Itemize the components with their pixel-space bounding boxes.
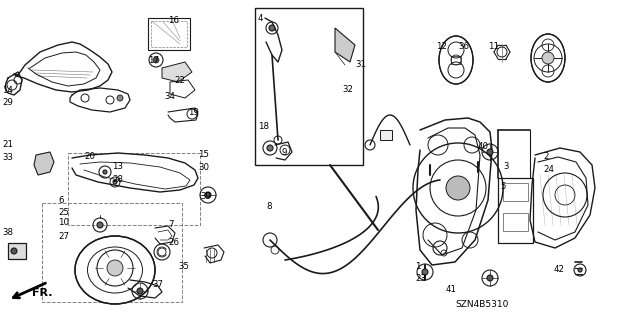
Circle shape — [542, 52, 554, 64]
Bar — [151, 21, 187, 47]
Bar — [42, 203, 182, 302]
Text: 26: 26 — [168, 238, 179, 247]
Circle shape — [269, 25, 275, 31]
Text: 38: 38 — [2, 228, 13, 237]
Text: 31: 31 — [355, 60, 366, 69]
Text: 36: 36 — [458, 42, 469, 51]
Text: 41: 41 — [446, 285, 457, 294]
Text: 40: 40 — [478, 142, 489, 151]
Circle shape — [11, 248, 17, 254]
Ellipse shape — [531, 34, 565, 82]
Circle shape — [487, 149, 493, 155]
Text: FR.: FR. — [32, 288, 52, 298]
Circle shape — [205, 192, 211, 198]
Bar — [498, 178, 533, 243]
Text: 19: 19 — [188, 108, 199, 117]
Circle shape — [113, 180, 117, 184]
Ellipse shape — [439, 36, 473, 84]
Text: 17: 17 — [148, 56, 159, 65]
Ellipse shape — [75, 236, 155, 304]
Text: 34: 34 — [164, 92, 175, 101]
Text: 42: 42 — [554, 265, 565, 274]
Bar — [68, 153, 200, 225]
Text: 13: 13 — [112, 162, 123, 171]
Bar — [8, 243, 26, 259]
Text: 8: 8 — [266, 202, 271, 211]
Polygon shape — [34, 152, 54, 175]
Circle shape — [422, 269, 428, 275]
Text: 25: 25 — [58, 208, 69, 217]
Circle shape — [446, 176, 470, 200]
Text: 16: 16 — [168, 16, 179, 25]
Circle shape — [153, 57, 159, 63]
Circle shape — [137, 288, 143, 294]
Circle shape — [97, 222, 103, 228]
Text: 33: 33 — [2, 153, 13, 162]
Polygon shape — [162, 62, 192, 82]
Text: 15: 15 — [198, 150, 209, 159]
Text: 2: 2 — [543, 152, 548, 161]
Circle shape — [103, 170, 107, 174]
Text: 12: 12 — [436, 42, 447, 51]
Text: 39: 39 — [200, 192, 211, 201]
Text: 1: 1 — [415, 262, 420, 271]
Text: 10: 10 — [58, 218, 69, 227]
Text: 18: 18 — [258, 122, 269, 131]
Bar — [148, 18, 190, 50]
Text: 22: 22 — [174, 76, 185, 85]
Text: 27: 27 — [58, 232, 69, 241]
Text: 5: 5 — [500, 182, 506, 191]
Text: 7: 7 — [168, 220, 173, 229]
Text: 11: 11 — [488, 42, 499, 51]
Text: 14: 14 — [2, 86, 13, 95]
Text: 20: 20 — [84, 152, 95, 161]
Bar — [503, 213, 528, 231]
Bar — [380, 130, 392, 140]
Text: 21: 21 — [2, 140, 13, 149]
Text: 35: 35 — [178, 262, 189, 271]
Circle shape — [107, 260, 123, 276]
Circle shape — [117, 95, 123, 101]
Text: 37: 37 — [152, 280, 163, 289]
Text: 3: 3 — [503, 162, 509, 171]
Bar — [255, 8, 363, 165]
Circle shape — [267, 145, 273, 151]
Text: 28: 28 — [112, 175, 123, 184]
Text: 29: 29 — [2, 98, 13, 107]
Circle shape — [487, 275, 493, 281]
Text: 23: 23 — [415, 274, 426, 283]
Bar — [503, 183, 528, 201]
Text: 9: 9 — [282, 148, 287, 157]
Text: 4: 4 — [258, 14, 264, 23]
Polygon shape — [335, 28, 355, 62]
Circle shape — [578, 268, 582, 272]
Text: 24: 24 — [543, 165, 554, 174]
Text: 6: 6 — [58, 196, 63, 205]
Text: 32: 32 — [342, 85, 353, 94]
Bar — [451, 56, 461, 64]
Text: SZN4B5310: SZN4B5310 — [455, 300, 508, 309]
Text: 30: 30 — [198, 163, 209, 172]
